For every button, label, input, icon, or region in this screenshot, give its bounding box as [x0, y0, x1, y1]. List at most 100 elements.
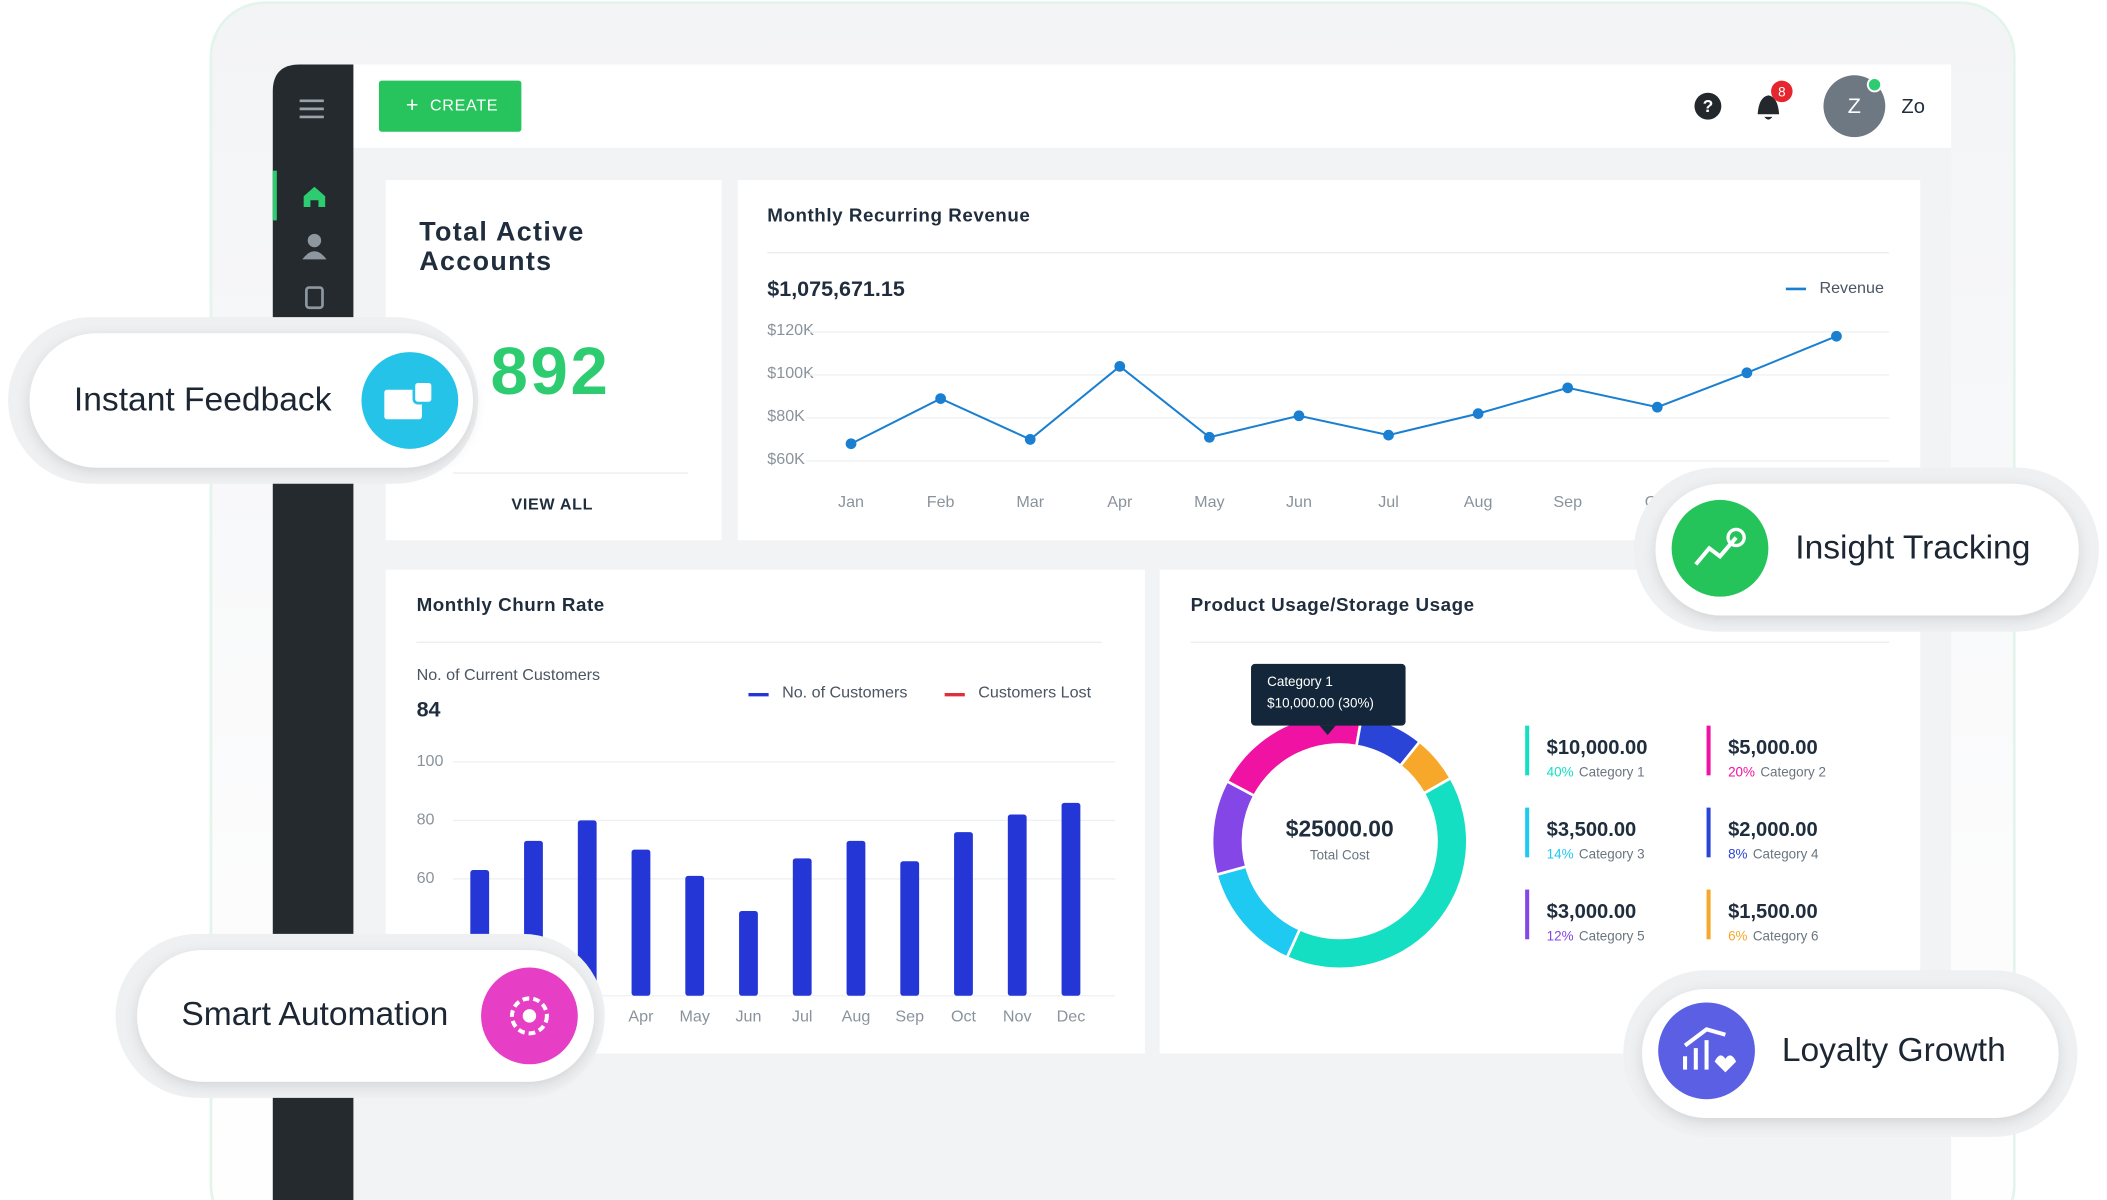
- x-tick-label: Aug: [842, 1008, 871, 1026]
- bar: [846, 840, 866, 996]
- legend-value: $2,000.00: [1728, 819, 1818, 841]
- y-tick-label: 80: [417, 811, 435, 829]
- x-tick-label: Feb: [927, 493, 955, 511]
- legend-name: Category 2: [1760, 764, 1826, 779]
- tooltip: [1251, 663, 1406, 726]
- donut-slice: [1210, 779, 1257, 877]
- legend-caption: 6% Category 6: [1728, 928, 1818, 943]
- legend-swatch: [1525, 889, 1530, 940]
- notification-badge: [1771, 80, 1793, 103]
- donut-slice: [1285, 776, 1469, 971]
- x-tick-label: Jan: [838, 493, 864, 511]
- badge-icon: [1671, 499, 1769, 597]
- bar: [739, 910, 758, 996]
- x-tick-label: Sep: [1553, 493, 1582, 511]
- badge-label: Smart Automation: [181, 996, 448, 1033]
- stat-value: 84: [417, 698, 441, 722]
- point: [1383, 429, 1394, 441]
- legend-value: $5,000.00: [1728, 737, 1818, 759]
- point: [1472, 408, 1484, 419]
- x-tick-label: May: [680, 1008, 711, 1026]
- y-tick-label: $100K: [767, 364, 814, 382]
- y-tick-label: $60K: [767, 450, 805, 468]
- legend-swatch: [1706, 725, 1711, 776]
- legend-value: $10,000.00: [1547, 737, 1648, 759]
- active-indicator: [272, 170, 277, 221]
- x-tick-label: Aug: [1464, 493, 1493, 511]
- legend-name: Category 5: [1579, 928, 1645, 943]
- x-tick-label: Mar: [1016, 493, 1044, 511]
- point: [1293, 410, 1305, 422]
- avatar-initial: Z: [1848, 94, 1861, 118]
- docs-icon[interactable]: [305, 286, 324, 310]
- legend-name: Category 4: [1753, 846, 1819, 861]
- user-icon[interactable]: [302, 233, 327, 260]
- legend-percent: 12%: [1547, 928, 1574, 943]
- menu-icon[interactable]: [299, 99, 324, 119]
- y-tick-label: 60: [417, 869, 435, 887]
- bar: [900, 861, 920, 996]
- legend-name: Category 6: [1753, 928, 1819, 943]
- user-name[interactable]: Zo: [1901, 96, 1925, 118]
- bar: [954, 832, 973, 996]
- top-bar: [353, 64, 1952, 148]
- legend-name: Category 3: [1579, 846, 1645, 861]
- tooltip-text: $10,000.00 (30%): [1267, 696, 1374, 711]
- donut-total: $25000.00: [1286, 815, 1394, 841]
- bell-icon[interactable]: [1757, 95, 1780, 120]
- point: [1204, 431, 1215, 443]
- legend-percent: 6%: [1728, 928, 1747, 943]
- x-tick-label: Apr: [1107, 493, 1133, 511]
- point: [1114, 360, 1126, 372]
- legend-caption: 8% Category 4: [1728, 846, 1819, 861]
- notification-count: 8: [1778, 84, 1785, 99]
- badge: Insight Tracking: [1634, 467, 2099, 632]
- badge-label: Instant Feedback: [74, 382, 332, 419]
- help-icon[interactable]: [1694, 92, 1722, 120]
- bar: [792, 858, 812, 996]
- bar: [631, 849, 651, 996]
- point: [1741, 367, 1753, 379]
- bar: [685, 875, 705, 996]
- x-tick-label: Jul: [1378, 493, 1399, 511]
- x-tick-label: Nov: [1003, 1008, 1032, 1026]
- create-label[interactable]: CREATE: [430, 96, 498, 114]
- legend-percent: 40%: [1547, 764, 1574, 779]
- legend-caption: 20% Category 2: [1728, 764, 1826, 779]
- point: [935, 393, 946, 404]
- legend-percent: 8%: [1728, 846, 1747, 861]
- legend-value: $3,500.00: [1547, 819, 1637, 841]
- tooltip-title: Category 1: [1267, 674, 1333, 689]
- create-button[interactable]: [378, 80, 522, 132]
- legend-label: Revenue: [1819, 279, 1884, 297]
- x-tick-label: Apr: [628, 1008, 654, 1026]
- home-icon[interactable]: [303, 186, 326, 207]
- legend-swatch: [1706, 807, 1711, 858]
- bar: [1061, 802, 1081, 996]
- point: [1651, 401, 1663, 413]
- bar: [577, 820, 597, 996]
- badge-label: Insight Tracking: [1795, 529, 2030, 566]
- online-dot: [1866, 76, 1883, 93]
- y-tick-label: $80K: [767, 407, 805, 425]
- stat-label: No. of Current Customers: [417, 666, 601, 684]
- help-glyph: ?: [1703, 96, 1714, 116]
- legend-caption: 40% Category 1: [1547, 764, 1645, 779]
- legend-percent: 20%: [1728, 764, 1755, 779]
- point: [1024, 434, 1036, 445]
- badge: Loyalty Growth: [1623, 970, 2078, 1137]
- x-tick-label: Jul: [792, 1008, 813, 1026]
- badge-label: Loyalty Growth: [1782, 1032, 2006, 1069]
- donut-caption: Total Cost: [1310, 848, 1370, 863]
- badge: Smart Automation: [115, 933, 605, 1098]
- view-all-link[interactable]: VIEW ALL: [511, 496, 593, 514]
- x-tick-label: Jun: [1286, 493, 1312, 511]
- legend-swatch: [1706, 889, 1711, 940]
- point: [1831, 330, 1842, 342]
- x-tick-label: May: [1194, 493, 1225, 511]
- revenue-line: [850, 335, 1837, 445]
- x-tick-label: Dec: [1057, 1008, 1086, 1026]
- legend-value: $3,000.00: [1547, 901, 1637, 923]
- legend-name: Category 1: [1579, 764, 1645, 779]
